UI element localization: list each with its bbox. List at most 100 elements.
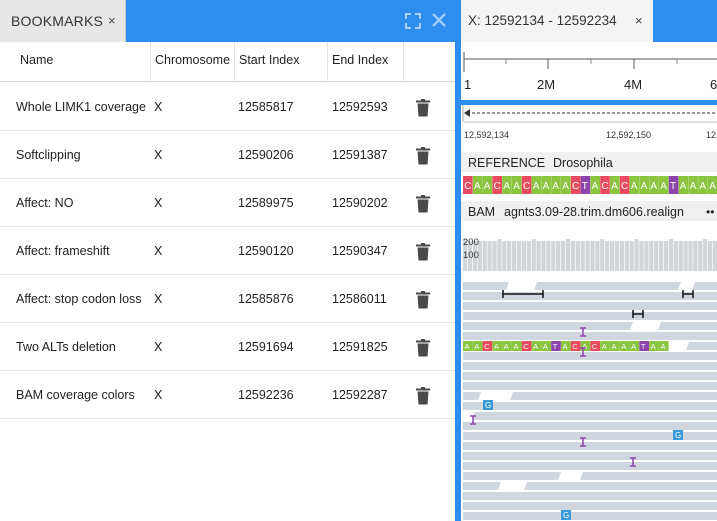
svg-text:C: C [484,342,490,351]
svg-text:A: A [650,181,657,192]
bookmark-row[interactable]: BAM coverage colors X 12592236 12592287 [0,371,455,419]
coverage-bar [668,239,673,271]
browser-header: X: 12592134 - 12592234 × [461,0,717,42]
base-A: A [610,176,620,194]
bookmark-name: Whole LIMK1 coverage [16,100,146,114]
close-icon[interactable] [430,11,448,29]
chromosome-ruler[interactable]: 1 2M 4M 6 [461,50,717,105]
svg-text:G: G [675,431,681,440]
base-A: A [678,176,689,194]
coverage-bar [507,241,512,271]
genome-view[interactable]: 1 2M 4M 6 12,592,134 12,592,150 12 REFER… [461,42,717,521]
coverage-bar [546,241,551,271]
bookmark-name: Affect: frameshift [16,244,110,258]
trash-icon[interactable] [415,243,431,261]
base-A: A [512,176,522,194]
base-A: A [531,176,542,194]
coverage-bar [541,241,546,271]
svg-text:A: A [641,181,648,192]
column-header-chromosome[interactable]: Chromosome [151,42,235,82]
read-base-A: A [600,341,610,351]
browser-tab-close-button[interactable]: × [635,13,643,28]
bam-track-menu-icon[interactable]: •• [706,205,714,219]
read-base-A: A [649,341,659,351]
column-header-end-index[interactable]: End Index [328,42,404,82]
coverage-bar [492,241,497,271]
genome-browser-panel: X: 12592134 - 12592234 × 1 2M 4M 6 [461,0,717,521]
coverage-bar [629,241,634,271]
svg-text:A: A [552,181,559,192]
svg-text:A: A [563,342,568,351]
coverage-label-100: 100 [463,250,479,261]
ruler-label-6m: 6 [710,77,717,92]
bookmark-start: 12585817 [238,100,294,114]
browser-tab[interactable]: X: 12592134 - 12592234 × [461,0,653,42]
base-T: T [580,176,591,194]
bookmark-name: Affect: stop codon loss [16,292,142,306]
svg-text:A: A [533,342,538,351]
bam-track-header[interactable]: BAM agnts3.09-28.trim.dm606.realign •• [461,201,717,221]
panel-divider[interactable] [455,0,461,521]
insertion-marker [580,437,586,447]
base-C: C [463,176,473,194]
coverage-bar [467,241,473,271]
insertion-marker [580,327,586,337]
base-A: A [551,176,561,194]
mismatch-base-g: G [483,400,493,410]
trash-icon[interactable] [415,291,431,309]
read-base-A: A [659,341,669,351]
read [463,322,717,330]
bookmark-row[interactable]: Softclipping X 12590206 12591387 [0,131,455,179]
coverage-bar [590,241,595,271]
read-gap [558,472,583,480]
bookmark-chromosome: X [154,340,163,354]
coverage-bar [624,241,629,271]
fullscreen-icon[interactable] [404,12,422,30]
bookmark-start: 12592236 [238,388,294,402]
read [463,472,717,480]
bookmarks-tab-label: BOOKMARKS [11,13,104,29]
column-header-name[interactable]: Name [0,42,151,82]
bam-file-name: agnts3.09-28.trim.dm606.realign [504,205,684,219]
bookmark-end: 12591387 [332,148,388,162]
read [463,292,717,300]
read-gap [678,282,695,290]
bookmark-row[interactable]: Affect: frameshift X 12590120 12590347 [0,227,455,275]
trash-icon[interactable] [415,147,431,165]
svg-text:C: C [592,342,598,351]
base-A: A [649,176,659,194]
coverage-bar [688,241,693,271]
base-A: A [659,176,669,194]
region-ruler[interactable]: 12,592,134 12,592,150 12 [461,105,717,147]
reference-track-label: REFERENCE [468,156,545,170]
column-header-start-index[interactable]: Start Index [235,42,328,82]
svg-text:C: C [464,181,471,192]
coverage-track[interactable]: 200 100 [461,225,717,271]
read [463,482,717,490]
bookmarks-tab[interactable]: BOOKMARKS × [0,0,126,42]
read [463,352,717,360]
base-C: C [521,176,532,194]
bookmark-row[interactable]: Affect: stop codon loss X 12585876 12586011 [0,275,455,323]
svg-text:A: A [513,181,520,192]
coverage-bar [712,241,717,271]
coverage-bar [536,241,541,271]
read [463,312,717,320]
read-gap [498,482,527,490]
read [463,502,717,510]
read [463,462,717,470]
trash-icon[interactable] [415,387,431,405]
read [463,422,717,430]
coverage-bar [703,239,708,271]
coverage-bar [556,241,561,271]
bookmark-row[interactable]: Two ALTs deletion X 12591694 12591825 [0,323,455,371]
trash-icon[interactable] [415,195,431,213]
coverage-bar [654,241,659,271]
bookmark-row[interactable]: Affect: NO X 12589975 12590202 [0,179,455,227]
bookmark-row[interactable]: Whole LIMK1 coverage X 12585817 12592593 [0,83,455,131]
trash-icon[interactable] [415,339,431,357]
bookmarks-tab-close-button[interactable]: × [108,13,116,28]
trash-icon[interactable] [415,99,431,117]
